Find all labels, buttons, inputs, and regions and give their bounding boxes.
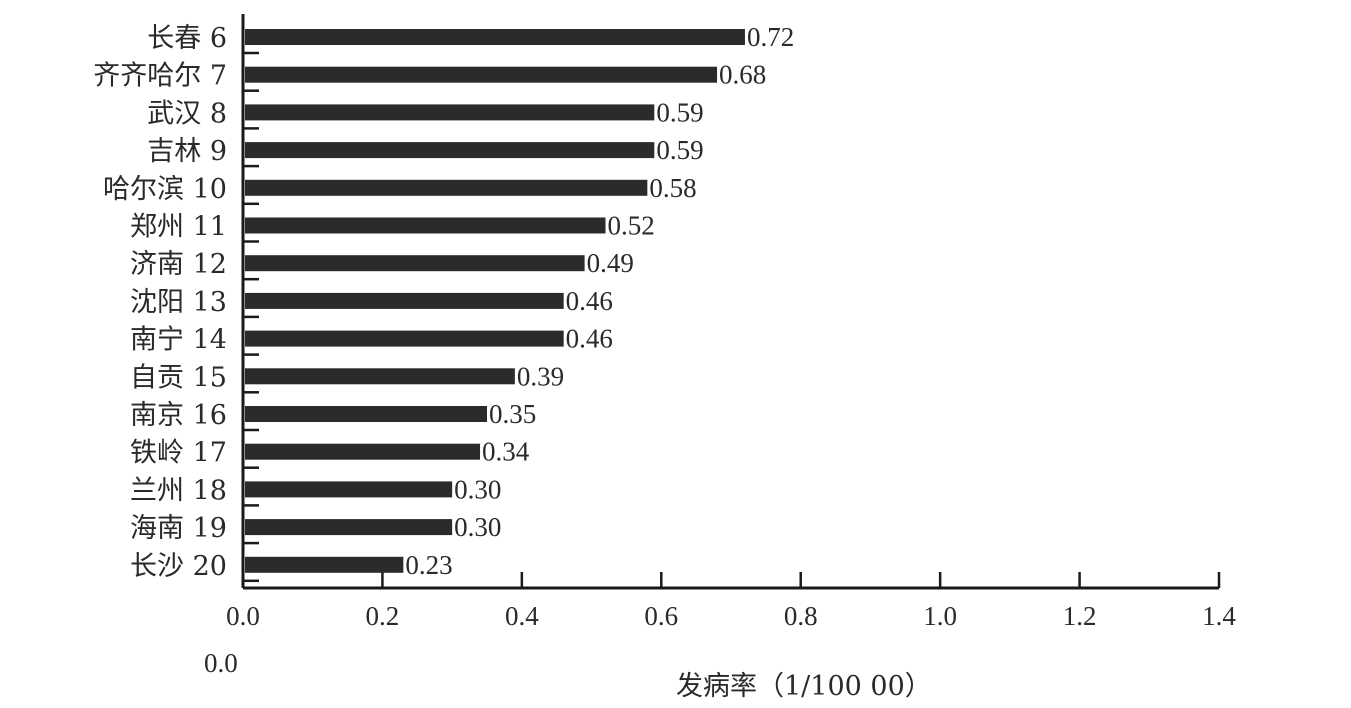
data-label: 0.59 bbox=[656, 97, 703, 127]
data-label: 0.46 bbox=[566, 324, 613, 354]
bar bbox=[245, 556, 404, 573]
data-label: 0.30 bbox=[454, 512, 501, 542]
bar bbox=[245, 368, 515, 385]
bar bbox=[245, 29, 745, 45]
category-label: 沈阳 13 bbox=[130, 287, 227, 318]
bar bbox=[245, 406, 487, 422]
bar bbox=[245, 217, 606, 234]
bar bbox=[245, 66, 718, 83]
data-label: 0.39 bbox=[517, 361, 564, 391]
bar bbox=[245, 142, 655, 159]
x-tick-label: 0.8 bbox=[784, 601, 818, 631]
category-label: 武汉 8 bbox=[147, 98, 227, 129]
data-label: 0.49 bbox=[587, 248, 634, 278]
x-axis-title: 发病率（1/100 00） bbox=[676, 671, 932, 702]
bar bbox=[245, 443, 481, 460]
bar bbox=[245, 481, 453, 498]
category-label: 铁岭 17 bbox=[130, 438, 227, 469]
x-axis-extra-zero-label: 0.0 bbox=[204, 648, 238, 678]
x-tick-label: 1.4 bbox=[1202, 601, 1236, 631]
data-label: 0.72 bbox=[747, 22, 794, 52]
category-label: 南京 16 bbox=[130, 400, 227, 431]
bar bbox=[245, 330, 564, 347]
bar bbox=[245, 255, 585, 272]
data-label: 0.59 bbox=[656, 135, 703, 165]
bar bbox=[245, 292, 564, 309]
data-label: 0.68 bbox=[719, 60, 766, 90]
category-label: 齐齐哈尔 7 bbox=[93, 61, 227, 92]
data-label: 0.34 bbox=[482, 437, 530, 467]
data-label: 0.23 bbox=[405, 550, 452, 580]
x-tick-label: 0.4 bbox=[505, 601, 539, 631]
category-label: 兰州 18 bbox=[130, 475, 227, 506]
data-label: 0.30 bbox=[454, 474, 501, 504]
x-tick-label: 0.6 bbox=[644, 601, 678, 631]
x-tick-label: 1.2 bbox=[1063, 601, 1097, 631]
x-tick-label: 0.2 bbox=[366, 601, 400, 631]
bar bbox=[245, 104, 655, 121]
data-label: 0.35 bbox=[489, 399, 536, 429]
bar bbox=[245, 519, 453, 536]
data-label: 0.46 bbox=[566, 286, 613, 316]
category-label: 哈尔滨 10 bbox=[103, 174, 227, 205]
x-tick-label: 0.0 bbox=[226, 601, 260, 631]
data-label: 0.58 bbox=[649, 173, 696, 203]
category-label: 吉林 9 bbox=[147, 136, 227, 167]
category-label: 南宁 14 bbox=[130, 325, 227, 356]
category-label: 自贡 15 bbox=[130, 362, 227, 393]
x-tick-label: 1.0 bbox=[923, 601, 957, 631]
data-label: 0.52 bbox=[608, 211, 655, 241]
category-label: 海南 19 bbox=[130, 513, 227, 544]
category-label: 济南 12 bbox=[130, 249, 227, 280]
category-label: 郑州 11 bbox=[130, 212, 227, 243]
category-label: 长沙 20 bbox=[130, 551, 227, 582]
category-label: 长春 6 bbox=[147, 23, 227, 54]
bar bbox=[245, 179, 648, 196]
